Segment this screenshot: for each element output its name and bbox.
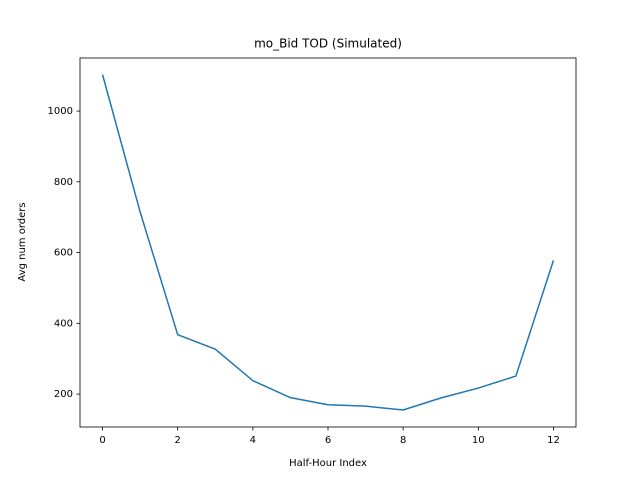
x-tick-label: 6 [325,435,331,446]
y-tick-label: 800 [54,177,73,188]
x-axis-label: Half-Hour Index [289,458,367,469]
y-tick-label: 200 [54,389,73,400]
axes-frame [79,57,577,428]
x-tick-label: 12 [547,435,560,446]
x-tick-label: 4 [250,435,256,446]
y-axis-label: Avg num orders [17,202,28,281]
line-series [101,74,555,411]
x-tick-label: 8 [400,435,406,446]
x-tick-label: 10 [472,435,485,446]
chart-title: mo_Bid TOD (Simulated) [254,37,402,51]
y-tick-label: 400 [54,318,73,329]
y-tick-label: 600 [54,248,73,259]
x-tick-label: 2 [175,435,181,446]
x-tick-label: 0 [99,435,105,446]
y-tick-label: 1000 [48,106,73,117]
